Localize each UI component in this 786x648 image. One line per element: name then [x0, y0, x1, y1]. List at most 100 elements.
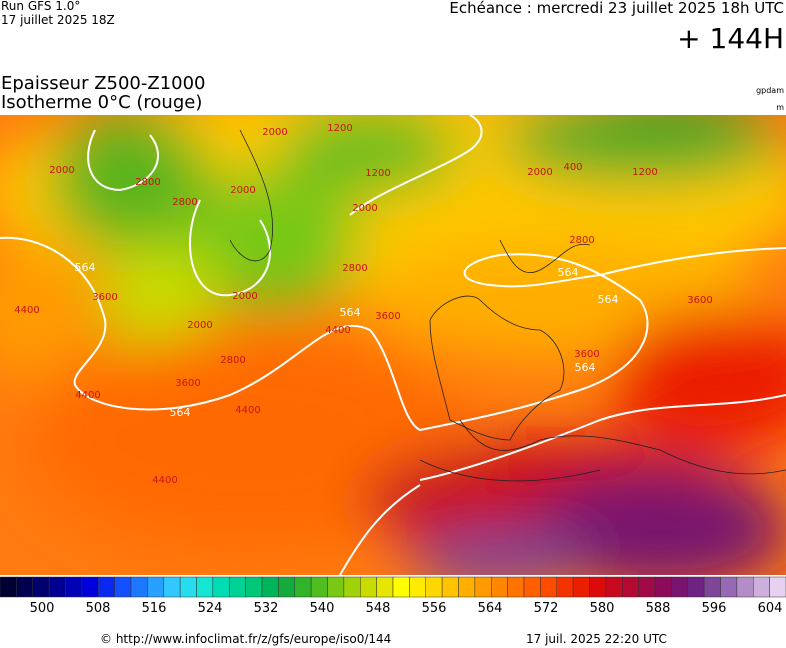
contour-label: 3600 — [175, 378, 200, 389]
colorbar-swatch — [458, 576, 476, 598]
unit-label: gpdam — [756, 86, 784, 95]
contour-label: 4400 — [152, 475, 177, 486]
map-title: Epaisseur Z500-Z1000 — [1, 73, 206, 94]
colorbar-label: 516 — [142, 601, 167, 616]
contour-label: 2000 — [230, 185, 255, 196]
contour-label: 564 — [170, 406, 191, 419]
map-subtitle: Isotherme 0°C (rouge) — [1, 92, 202, 113]
contour-label: 400 — [563, 162, 582, 173]
colorbar-swatch — [605, 576, 623, 598]
colorbar-swatch — [376, 576, 394, 598]
colorbar-label: 604 — [758, 601, 783, 616]
contour-label: 564 — [558, 266, 579, 279]
colorbar-swatch — [638, 576, 656, 598]
contour-label: 1200 — [365, 168, 390, 179]
colorbar-swatch — [81, 576, 99, 598]
valid-time: Echéance : mercredi 23 juillet 2025 18h … — [449, 0, 784, 17]
colorbar-swatch — [572, 576, 590, 598]
colorbar-swatch — [392, 576, 410, 598]
contour-label: 2800 — [569, 235, 594, 246]
colorbar-label: 580 — [590, 601, 615, 616]
colorbar-swatch — [753, 576, 770, 598]
contour-label: 564 — [340, 306, 361, 319]
colorbar-swatch — [589, 576, 607, 598]
colorbar-swatch — [98, 576, 115, 598]
colorbar-swatch — [48, 576, 66, 598]
source-url: © http://www.infoclimat.fr/z/gfs/europe/… — [100, 632, 391, 646]
colorbar-swatch — [196, 576, 214, 598]
colorbar-swatch — [16, 576, 33, 598]
contour-label: 564 — [598, 293, 619, 306]
thickness-contour — [0, 115, 786, 575]
colorbar-swatch — [114, 576, 132, 598]
colorbar-label: 588 — [646, 601, 671, 616]
unit-label: m — [776, 103, 784, 112]
contour-label: 2800 — [220, 355, 245, 366]
colorbar-swatch — [130, 576, 148, 598]
colorbar-swatch — [261, 576, 279, 598]
colorbar-swatch — [147, 576, 164, 598]
colorbar-swatch — [278, 576, 295, 598]
contour-label: 4400 — [235, 405, 260, 416]
colorbar-swatch — [654, 576, 672, 598]
contour-label: 4400 — [75, 390, 100, 401]
colorbar-swatch — [425, 576, 443, 598]
colorbar-swatch — [212, 576, 230, 598]
contour-label: 2000 — [187, 320, 212, 331]
colorbar-swatch — [622, 576, 639, 598]
colorbar-label: 508 — [86, 601, 111, 616]
contour-label: 2000 — [352, 203, 377, 214]
colorbar-swatch — [671, 576, 688, 598]
colorbar-swatch — [327, 576, 345, 598]
run-label: Run GFS 1.0° — [1, 0, 80, 13]
colorbar-swatch — [294, 576, 312, 598]
contour-label: 564 — [75, 261, 96, 274]
colorbar-label: 596 — [702, 601, 727, 616]
contour-label: 1200 — [632, 167, 657, 178]
contour-label: 4400 — [14, 305, 39, 316]
lead-time: + 144H — [677, 22, 784, 55]
colorbar-swatch — [32, 576, 50, 598]
colorbar-label: 556 — [422, 601, 447, 616]
colorbar-swatch — [540, 576, 557, 598]
contour-label: 2000 — [527, 167, 552, 178]
contour-label: 4400 — [325, 325, 350, 336]
colorbar-swatch — [556, 576, 574, 598]
coastline — [229, 129, 786, 482]
map-field — [0, 115, 786, 575]
run-date: 17 juillet 2025 18Z — [1, 13, 115, 27]
contour-label: 2000 — [49, 165, 74, 176]
contour-label: 3600 — [687, 295, 712, 306]
generated-time: 17 juil. 2025 22:20 UTC — [526, 632, 667, 646]
colorbar-label: 548 — [366, 601, 391, 616]
colorbar-label: 572 — [534, 601, 559, 616]
contour-label: 3600 — [92, 292, 117, 303]
colorbar-swatch — [65, 576, 83, 598]
colorbar-swatch — [769, 576, 786, 598]
colorbar-label: 540 — [310, 601, 335, 616]
contour-label: 3600 — [375, 311, 400, 322]
contour-label: 2800 — [342, 263, 367, 274]
colorbar-swatch — [245, 576, 263, 598]
contour-label: 2800 — [135, 177, 160, 188]
colorbar-label: 532 — [254, 601, 279, 616]
colorbar-swatch — [474, 576, 492, 598]
contour-label: 564 — [575, 361, 596, 374]
colorbar-swatch — [0, 576, 17, 598]
colorbar-swatch — [343, 576, 361, 598]
contour-label: 3600 — [574, 349, 599, 360]
colorbar-swatch — [409, 576, 426, 598]
colorbar-swatch — [441, 576, 459, 598]
colorbar-label: 564 — [478, 601, 503, 616]
colorbar-swatch — [507, 576, 525, 598]
contour-label: 2000 — [232, 291, 257, 302]
colorbar-swatch — [163, 576, 181, 598]
colorbar-swatch — [179, 576, 197, 598]
colorbar-label: 524 — [198, 601, 223, 616]
colorbar-swatch — [687, 576, 705, 598]
contour-label: 1200 — [327, 123, 352, 134]
colorbar-swatch — [720, 576, 738, 598]
colorbar-swatch — [229, 576, 246, 598]
colorbar-swatch — [736, 576, 754, 598]
